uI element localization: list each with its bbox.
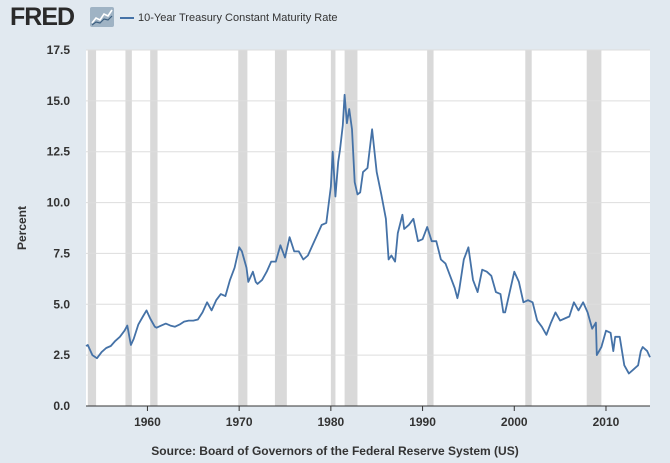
x-tick-label: 2010: [593, 415, 620, 429]
x-tick-label: 1970: [226, 415, 253, 429]
x-tick-label: 1980: [318, 415, 345, 429]
recession-band-8: [427, 50, 434, 406]
recession-band-9: [525, 50, 532, 406]
recession-band-2: [125, 50, 132, 406]
series-line-1: [85, 93, 651, 375]
recession-band-4: [238, 50, 248, 406]
y-tick-label: 15.0: [47, 94, 71, 108]
x-tick-label: 1990: [409, 415, 436, 429]
fred-chart-logo-icon: [90, 7, 114, 27]
x-tick-label: 2000: [501, 415, 528, 429]
x-axis-ticks: 1960 1970 1980 1990 2000 2010: [134, 406, 620, 429]
y-tick-label: 5.0: [53, 297, 70, 311]
recession-band-1: [87, 50, 97, 406]
legend-label: 10-Year Treasury Constant Maturity Rate: [138, 12, 338, 24]
x-tick-label: 1960: [134, 415, 161, 429]
chart-header: FRED 10-Year Treasury Constant Maturity …: [0, 0, 670, 34]
recession-bands: [87, 50, 602, 406]
plot-area: [86, 50, 650, 406]
recession-band-10: [586, 50, 602, 406]
y-axis-label: Percent: [15, 206, 29, 250]
recession-band-7: [344, 50, 358, 406]
legend-swatch: [120, 17, 134, 19]
recession-band-3: [150, 50, 158, 406]
source-note: Source: Board of Governors of the Federa…: [151, 444, 519, 458]
y-axis-ticks: 0.0 2.5 5.0 7.5 10.0 12.5 15.0 17.5: [47, 43, 71, 413]
y-tick-label: 17.5: [47, 43, 71, 57]
y-tick-label: 10.0: [47, 196, 71, 210]
y-tick-label: 12.5: [47, 145, 71, 159]
y-tick-label: 2.5: [53, 348, 70, 362]
series-layer: [85, 93, 651, 375]
y-tick-label: 7.5: [53, 246, 70, 260]
gridlines: [86, 49, 650, 356]
fred-logo[interactable]: FRED: [10, 3, 75, 31]
y-tick-label: 0.0: [53, 399, 70, 413]
recession-band-6: [330, 50, 336, 406]
recession-band-5: [274, 50, 287, 406]
